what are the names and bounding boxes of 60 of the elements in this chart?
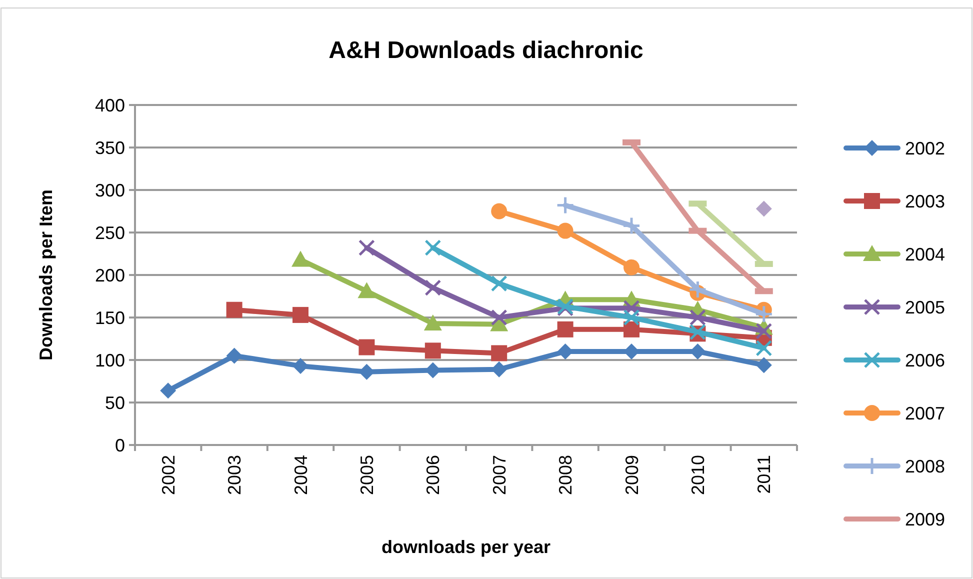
legend-label: 2009 — [905, 509, 946, 530]
point — [756, 340, 772, 356]
point — [358, 339, 375, 356]
point — [756, 200, 772, 217]
point — [491, 203, 508, 220]
point — [226, 348, 242, 364]
x-tick-label: 2005 — [357, 455, 377, 496]
x-axis-title: downloads per year — [381, 537, 551, 557]
x-tick-label: 2002 — [158, 455, 178, 496]
point — [624, 259, 640, 276]
y-tick-label: 400 — [94, 95, 125, 116]
point — [556, 196, 575, 215]
point — [557, 321, 574, 338]
point — [756, 322, 772, 340]
point — [622, 216, 641, 235]
x-tick-label: 2011 — [754, 455, 774, 494]
x-tick-label: 2008 — [556, 455, 576, 496]
legend-label: 2006 — [905, 350, 946, 370]
y-tick-label: 150 — [94, 308, 125, 328]
chart-title: A&H Downloads diachronic — [328, 37, 644, 64]
point — [292, 358, 308, 374]
point — [160, 382, 176, 399]
point — [424, 314, 442, 330]
x-tick-label: 2004 — [290, 455, 311, 496]
legend-label: 2007 — [905, 403, 946, 424]
point — [756, 357, 772, 374]
point — [689, 309, 706, 326]
point — [292, 306, 308, 323]
x-tick-label: 2006 — [423, 455, 444, 496]
point — [688, 280, 707, 299]
point — [623, 309, 640, 326]
point — [557, 222, 574, 239]
x-tick-label: 2003 — [224, 455, 245, 496]
legend-label: 2004 — [905, 244, 946, 264]
point — [358, 282, 376, 298]
point — [490, 275, 508, 292]
y-tick-label: 0 — [114, 435, 125, 456]
point — [424, 240, 442, 256]
legend-label: 2003 — [905, 191, 946, 212]
y-tick-label: 250 — [94, 222, 125, 243]
point — [424, 342, 441, 359]
point — [358, 240, 375, 256]
x-tick-label: 2007 — [489, 455, 510, 496]
y-axis-title: Downloads per Item — [36, 189, 56, 361]
legend-label: 2002 — [905, 138, 946, 158]
point — [624, 321, 640, 338]
y-tick-label: 350 — [94, 138, 125, 158]
point — [491, 345, 508, 362]
y-tick-label: 100 — [94, 350, 125, 370]
legend-label: 2005 — [905, 297, 946, 318]
point — [226, 302, 242, 318]
y-tick-label: 200 — [94, 265, 125, 286]
x-tick-label: 2009 — [622, 455, 642, 496]
point — [754, 304, 774, 324]
y-tick-label: 300 — [94, 180, 125, 200]
y-tick-label: 50 — [104, 392, 125, 413]
point — [292, 250, 310, 267]
point — [424, 280, 442, 296]
point — [490, 309, 508, 326]
x-tick-label: 2010 — [688, 455, 708, 496]
